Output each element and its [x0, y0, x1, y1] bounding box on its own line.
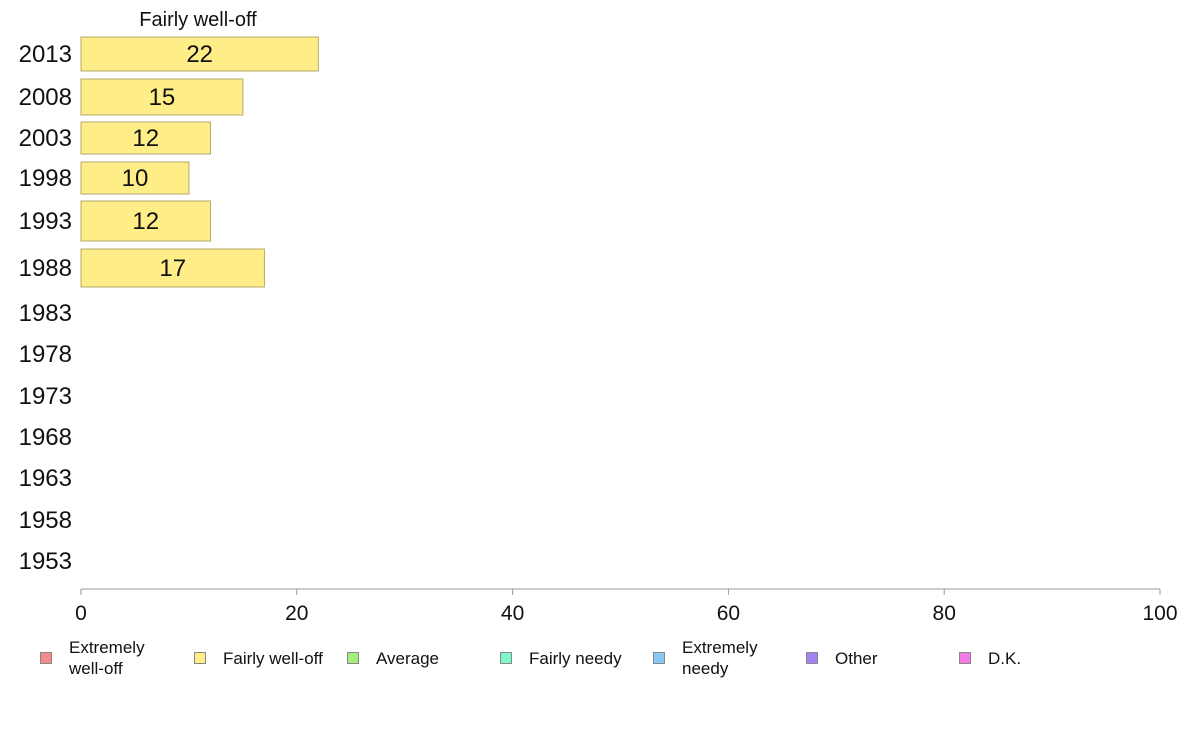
x-tick-label: 40: [501, 602, 524, 625]
x-tick-label: 80: [933, 602, 956, 625]
data-label: 12: [132, 208, 159, 235]
legend-swatch: [194, 652, 206, 664]
y-tick-label: 1973: [19, 383, 72, 410]
x-tick-label: 20: [285, 602, 308, 625]
y-tick-label: 1978: [19, 341, 72, 368]
y-tick-label: 2003: [19, 125, 72, 152]
data-label: 15: [149, 84, 176, 111]
chart-title: Fairly well-off: [139, 9, 257, 31]
bar-1993: [80, 200, 211, 242]
y-tick-labels: 2013 2008 2003 1998 1993 1988 1983 1978 1973 1968…: [19, 41, 72, 575]
data-label: 17: [159, 255, 186, 282]
y-tick-label: 1988: [19, 255, 72, 282]
legend-swatch: [806, 652, 818, 664]
x-tick-label: 0: [75, 602, 87, 625]
y-tick-label: 1968: [19, 424, 72, 451]
legend: Extremely well-off Fairly well-off Average…: [0, 636, 1188, 686]
legend-label: Extremely needy: [682, 638, 758, 678]
y-tick-label: 1983: [19, 300, 72, 327]
y-tick-label: 1958: [19, 507, 72, 534]
y-tick-label: 1993: [19, 208, 72, 235]
y-tick-label: 1963: [19, 465, 72, 492]
bar-2013: [80, 36, 319, 72]
legend-item: Extremely well-off: [40, 636, 179, 680]
legend-swatch: [347, 652, 359, 664]
legend-label: Average: [376, 648, 440, 668]
x-axis: 0 20 40 60 80 100: [75, 588, 1178, 625]
legend-item: Fairly needy: [500, 636, 659, 680]
bar-2008: [80, 78, 244, 116]
legend-item: D.K.: [959, 636, 1118, 680]
legend-label: Other: [835, 648, 878, 668]
data-label: 12: [132, 125, 159, 152]
legend-item: Average: [347, 636, 506, 680]
legend-label: Fairly well-off: [223, 648, 323, 668]
legend-label: Fairly needy: [529, 648, 622, 668]
legend-swatch: [959, 652, 971, 664]
legend-label: D.K.: [988, 648, 1022, 668]
legend-swatch: [500, 652, 512, 664]
bar-1988: [80, 248, 265, 288]
x-tick-label: 60: [717, 602, 740, 625]
data-label: 22: [186, 41, 213, 68]
x-tick-label: 100: [1142, 602, 1177, 625]
legend-item: Extremely needy: [653, 636, 792, 680]
bar-2003: [80, 121, 211, 155]
legend-item: Fairly well-off: [194, 636, 353, 680]
legend-label: Extremely well-off: [69, 638, 145, 678]
legend-swatch: [40, 652, 52, 664]
y-tick-label: 2008: [19, 84, 72, 111]
legend-item: Other: [806, 636, 965, 680]
legend-swatch: [653, 652, 665, 664]
data-label: 10: [122, 165, 149, 192]
y-tick-label: 1998: [19, 165, 72, 192]
y-tick-label: 1953: [19, 548, 72, 575]
y-tick-label: 2013: [19, 41, 72, 68]
bar-1998: [80, 161, 190, 195]
